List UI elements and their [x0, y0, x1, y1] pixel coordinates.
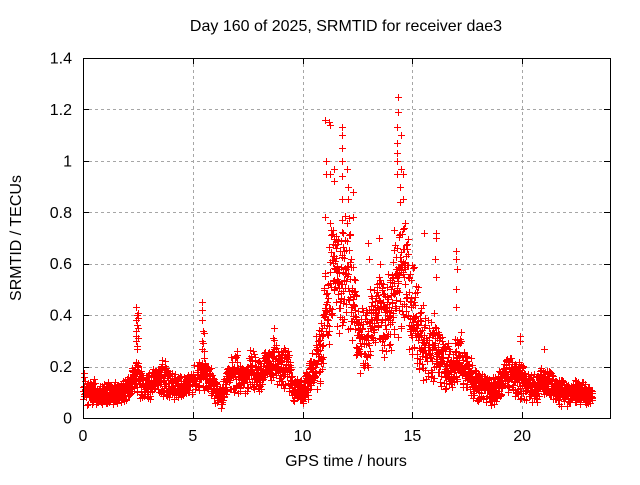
y-tick-label: 1.4 — [50, 51, 72, 68]
x-tick-labels: 0 5 10 15 20 — [79, 428, 532, 445]
x-axis-label: GPS time / hours — [285, 453, 407, 470]
data-points — [80, 94, 596, 412]
plot-border — [83, 58, 611, 419]
y-tick-labels: 0 0.2 0.4 0.6 0.8 1 1.2 1.4 — [50, 51, 72, 428]
y-tick-label: 1.2 — [50, 102, 72, 119]
x-tick-label: 0 — [79, 428, 88, 445]
y-tick-label: 1 — [63, 153, 72, 170]
y-tick-label: 0.8 — [50, 205, 72, 222]
x-tick-label: 15 — [403, 428, 421, 445]
y-tick-label: 0.2 — [50, 359, 72, 376]
y-tick-label: 0.4 — [50, 308, 72, 325]
axis-ticks — [83, 58, 610, 419]
scatter-markers — [80, 94, 596, 412]
x-tick-label: 20 — [513, 428, 531, 445]
x-tick-label: 5 — [188, 428, 197, 445]
y-tick-label: 0.6 — [50, 256, 72, 273]
chart-title: Day 160 of 2025, SRMTID for receiver dae… — [190, 18, 502, 35]
y-tick-label: 0 — [63, 411, 72, 428]
x-tick-label: 10 — [294, 428, 312, 445]
y-axis-label: SRMTID / TECUs — [8, 175, 25, 301]
